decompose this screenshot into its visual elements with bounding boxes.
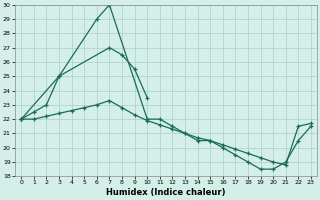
X-axis label: Humidex (Indice chaleur): Humidex (Indice chaleur) <box>106 188 226 197</box>
